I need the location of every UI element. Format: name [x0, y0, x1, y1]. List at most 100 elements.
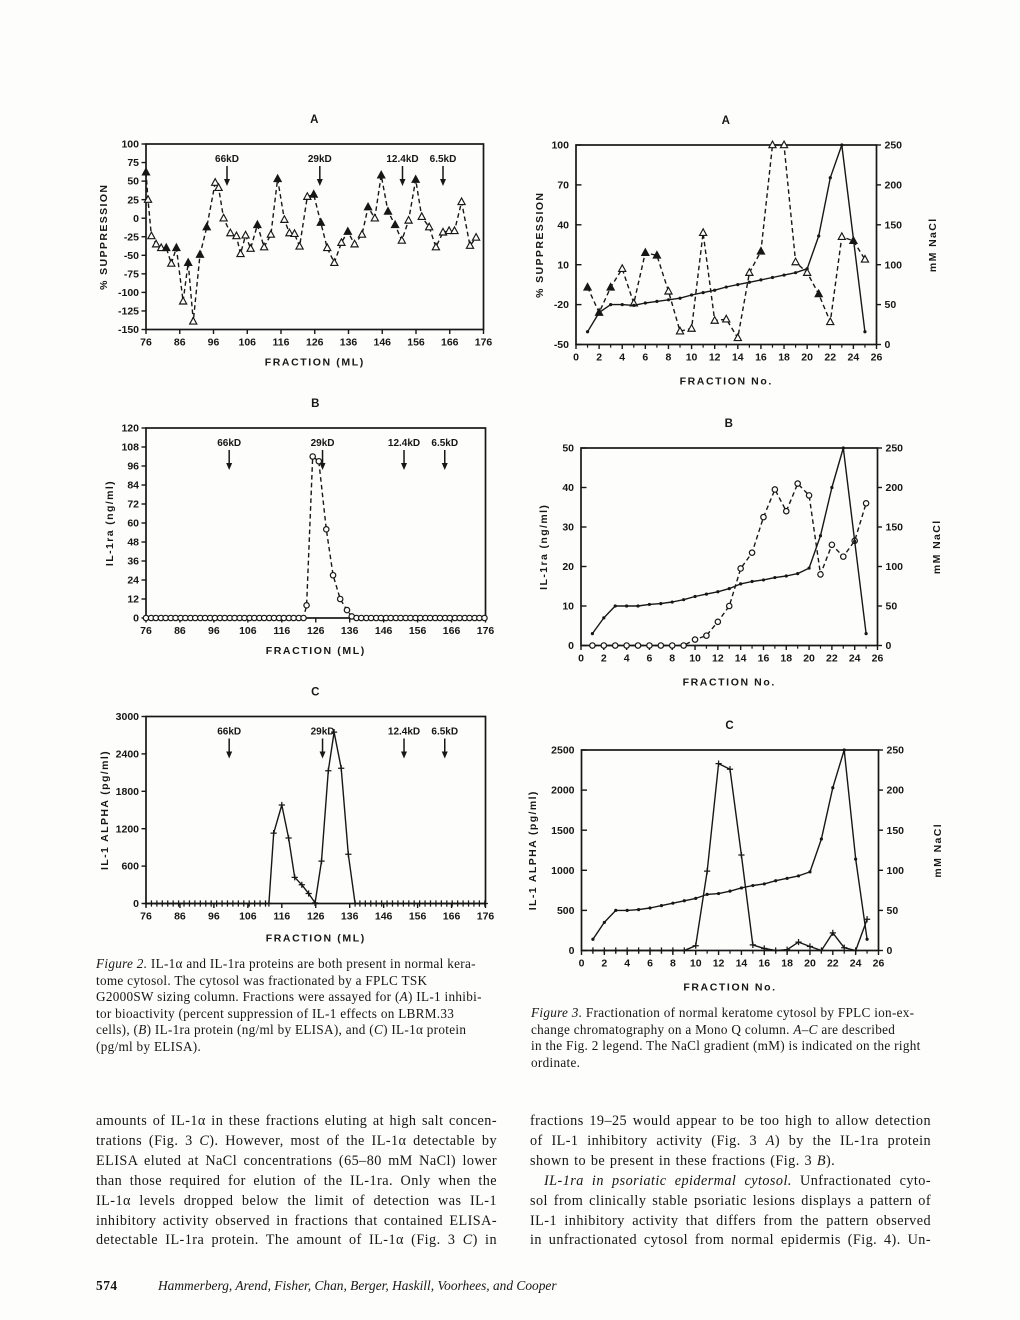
text-line: ordinate.: [531, 1054, 581, 1070]
marker-plus: [202, 900, 209, 907]
marker-triangle-open: [397, 235, 407, 244]
marker-circle-open: [329, 571, 337, 579]
marker-dot: [682, 899, 686, 903]
marker-triangle-open: [617, 263, 627, 272]
marker-dot: [784, 574, 788, 578]
x-tick-label: 86: [174, 625, 186, 637]
y2-tick-label: 150: [886, 522, 904, 534]
marker-dot: [762, 882, 766, 886]
x-tick-label: 166: [443, 625, 461, 637]
text-line: in unfractionated cytosol from normal ep…: [530, 1232, 931, 1249]
marker-circle-open: [611, 642, 619, 649]
y-tick-label: 1200: [116, 823, 140, 835]
x-tick-label: 18: [778, 352, 790, 364]
marker-plus: [692, 942, 699, 949]
y-tick-label: 2000: [551, 785, 575, 797]
marker-dot: [704, 592, 709, 596]
marker-dot: [620, 303, 624, 307]
marker-plus: [265, 900, 272, 907]
marker-dot: [759, 278, 763, 282]
mw-marker-arrow-head: [440, 179, 446, 186]
marker-triangle-open: [698, 227, 708, 237]
x-tick-label: 166: [443, 911, 461, 923]
marker-plus: [400, 900, 407, 907]
series-line-main: [586, 144, 866, 339]
marker-triangle-open: [143, 194, 153, 203]
marker-triangle-open: [210, 177, 220, 186]
text-line: change chromatography on a Mono Q column…: [531, 1021, 896, 1037]
mw-marker-label: 12.4kD: [388, 438, 420, 449]
y-tick-label: -100: [118, 287, 139, 299]
marker-triangle-filled: [161, 242, 171, 252]
mw-marker-label: 29kD: [311, 438, 335, 449]
text-line: shown to be present in these fractions (…: [530, 1152, 836, 1169]
marker-circle-open: [748, 549, 756, 556]
x-tick-label: 86: [174, 911, 186, 923]
marker-dot: [831, 786, 835, 790]
marker-dot: [694, 896, 698, 900]
marker-dot: [648, 906, 652, 910]
y-tick-label: 72: [127, 499, 139, 511]
mw-marker-arrow-head: [319, 751, 326, 759]
marker-triangle-open: [259, 242, 269, 251]
text-line: sol from clinically stable psoriatic les…: [530, 1192, 931, 1209]
page-number: 574: [96, 1278, 118, 1293]
marker-dot: [818, 534, 823, 538]
y-tick-label: 70: [557, 180, 569, 192]
x-tick-label: 20: [804, 958, 816, 970]
text-line: than those required for elution of the I…: [96, 1172, 497, 1189]
marker-dot: [625, 604, 629, 608]
marker-circle-open: [782, 507, 790, 515]
y-tick-label: 20: [562, 561, 574, 573]
marker-plus: [383, 900, 391, 907]
marker-plus: [635, 947, 642, 954]
x-tick-label: 6: [647, 653, 653, 665]
marker-triangle-open: [284, 227, 295, 237]
y-axis-title: % SUPPRESSION: [98, 184, 110, 290]
marker-triangle-open: [438, 227, 448, 236]
x-tick-label: 116: [273, 625, 290, 637]
marker-triangle-open: [370, 213, 380, 222]
text-line: amounts of IL-1α in these fractions elut…: [96, 1113, 497, 1129]
x-tick-label: 0: [573, 352, 579, 364]
text-line: IL-1α levels dropped below the limit of …: [96, 1192, 497, 1209]
marker-dot: [828, 176, 832, 180]
marker-triangle-open: [802, 267, 812, 276]
marker-dot: [632, 303, 636, 307]
mw-marker-arrow-head: [401, 751, 408, 759]
marker-plus: [186, 900, 193, 907]
marker-plus: [229, 900, 237, 907]
y2-tick-label: 150: [885, 219, 903, 231]
x-tick-label: 176: [475, 337, 493, 349]
marker-dot: [670, 600, 674, 604]
y-axis-title: IL-1ra (ng/ml): [104, 480, 116, 566]
y-axis-title: IL-1ra (ng/ml): [538, 504, 550, 590]
marker-plus: [278, 801, 285, 809]
marker-triangle-open: [240, 230, 251, 239]
text-line: (pg/ml by ELISA).: [96, 1038, 202, 1054]
panel-title: C: [311, 687, 320, 699]
y-tick-label: 0: [568, 640, 574, 652]
y-tick-label: 40: [557, 219, 569, 231]
y-tick-label: 96: [127, 461, 139, 473]
marker-triangle-filled: [316, 217, 326, 226]
x-tick-label: 10: [686, 352, 698, 364]
marker-triangle-open: [456, 196, 467, 206]
marker-plus: [852, 947, 859, 954]
mw-marker-arrow-head: [399, 179, 406, 186]
x-tick-label: 8: [666, 352, 672, 364]
figure3-caption: Figure 3. Fractionation of normal kerato…: [531, 1005, 933, 1071]
marker-dot: [609, 303, 613, 307]
marker-plus: [438, 900, 445, 907]
y2-tick-label: 250: [885, 140, 903, 152]
chart-fig3C: 0 2 4 6 8 10 12 14 16 18 20 22 24 2625002000150010005…: [527, 720, 944, 994]
marker-triangle-filled: [652, 250, 662, 259]
marker-triangle-filled: [376, 170, 386, 179]
marker-dot: [585, 330, 590, 334]
marker-dot: [819, 837, 823, 841]
page-footer: 574 Hammerberg, Arend, Fisher, Chan, Ber…: [96, 1278, 936, 1298]
text-line: of IL-1 inhibitory activity (Fig. 3 A) b…: [530, 1132, 932, 1149]
marker-plus: [443, 900, 450, 907]
x-tick-label: 176: [477, 911, 495, 923]
y-tick-label: 24: [127, 575, 139, 587]
